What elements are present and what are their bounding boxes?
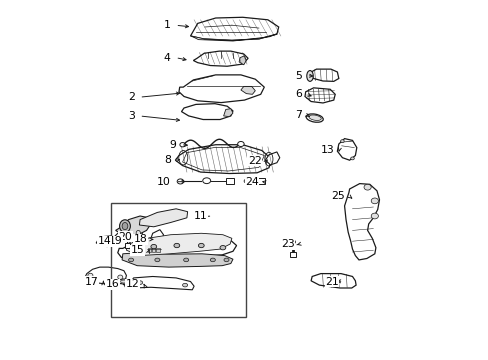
Bar xyxy=(125,243,130,248)
Polygon shape xyxy=(118,236,236,260)
Ellipse shape xyxy=(174,243,179,248)
Text: 16: 16 xyxy=(105,279,119,289)
Ellipse shape xyxy=(203,178,210,184)
Polygon shape xyxy=(191,34,276,41)
Text: 11: 11 xyxy=(194,211,207,221)
Polygon shape xyxy=(190,17,278,40)
Bar xyxy=(146,242,161,253)
Text: 14: 14 xyxy=(97,236,111,246)
Ellipse shape xyxy=(244,179,248,183)
Bar xyxy=(87,277,91,283)
Bar xyxy=(156,248,159,252)
Ellipse shape xyxy=(224,258,228,262)
Polygon shape xyxy=(122,253,232,267)
Text: 5: 5 xyxy=(295,71,302,81)
Polygon shape xyxy=(175,145,271,174)
Polygon shape xyxy=(115,216,151,236)
Polygon shape xyxy=(139,209,187,227)
Text: 18: 18 xyxy=(133,234,147,244)
Ellipse shape xyxy=(305,114,323,122)
Polygon shape xyxy=(344,184,379,260)
Ellipse shape xyxy=(350,157,354,160)
Ellipse shape xyxy=(136,230,140,236)
Polygon shape xyxy=(193,51,247,66)
Text: 25: 25 xyxy=(330,191,344,201)
Text: 6: 6 xyxy=(295,89,302,99)
Text: 7: 7 xyxy=(295,110,302,120)
Ellipse shape xyxy=(120,220,130,233)
Polygon shape xyxy=(110,233,123,246)
Polygon shape xyxy=(308,69,338,81)
Polygon shape xyxy=(126,233,231,256)
Polygon shape xyxy=(96,236,117,247)
Text: 9: 9 xyxy=(169,140,176,150)
Text: 15: 15 xyxy=(130,245,144,255)
Ellipse shape xyxy=(121,280,127,283)
Ellipse shape xyxy=(370,198,378,204)
Ellipse shape xyxy=(370,213,378,219)
Ellipse shape xyxy=(118,275,122,279)
Ellipse shape xyxy=(237,141,244,147)
Text: 24: 24 xyxy=(244,177,258,187)
Ellipse shape xyxy=(151,244,156,249)
Ellipse shape xyxy=(124,233,130,241)
Text: 19: 19 xyxy=(109,236,122,246)
Polygon shape xyxy=(241,86,255,94)
Ellipse shape xyxy=(137,281,142,284)
Ellipse shape xyxy=(306,71,313,81)
Text: 12: 12 xyxy=(125,279,139,289)
Bar xyxy=(254,178,264,184)
Bar xyxy=(111,203,246,317)
Polygon shape xyxy=(239,56,246,65)
Polygon shape xyxy=(179,75,264,103)
Polygon shape xyxy=(85,267,126,284)
Text: 4: 4 xyxy=(163,53,170,63)
Ellipse shape xyxy=(122,222,127,230)
Ellipse shape xyxy=(198,243,204,248)
Polygon shape xyxy=(305,88,335,103)
Text: 23: 23 xyxy=(281,239,294,249)
Ellipse shape xyxy=(180,143,185,147)
Bar xyxy=(152,248,155,252)
Text: 1: 1 xyxy=(163,20,170,30)
Ellipse shape xyxy=(182,283,187,287)
Ellipse shape xyxy=(363,184,370,190)
Text: 10: 10 xyxy=(157,177,170,187)
Text: 21: 21 xyxy=(325,276,338,287)
Text: 3: 3 xyxy=(127,111,134,121)
Text: 20: 20 xyxy=(118,232,132,242)
Ellipse shape xyxy=(183,258,188,262)
Ellipse shape xyxy=(340,140,344,143)
Text: 22: 22 xyxy=(247,156,261,166)
Ellipse shape xyxy=(88,273,93,278)
Ellipse shape xyxy=(134,229,142,238)
Polygon shape xyxy=(265,152,279,165)
Ellipse shape xyxy=(128,258,133,262)
Ellipse shape xyxy=(155,258,160,262)
Polygon shape xyxy=(337,139,356,160)
Text: 2: 2 xyxy=(127,92,134,102)
Ellipse shape xyxy=(220,246,225,250)
Polygon shape xyxy=(310,274,355,288)
Ellipse shape xyxy=(308,115,321,121)
Ellipse shape xyxy=(130,246,136,251)
Ellipse shape xyxy=(177,179,183,184)
Text: 8: 8 xyxy=(163,155,170,165)
Ellipse shape xyxy=(119,279,129,284)
Bar xyxy=(289,252,296,257)
Text: 13: 13 xyxy=(320,145,334,156)
Bar xyxy=(147,248,151,252)
Ellipse shape xyxy=(210,258,215,262)
Ellipse shape xyxy=(290,240,295,244)
Polygon shape xyxy=(181,104,232,120)
Bar xyxy=(225,178,233,184)
Polygon shape xyxy=(150,230,163,244)
Text: 17: 17 xyxy=(85,276,99,287)
Polygon shape xyxy=(129,276,194,290)
Polygon shape xyxy=(223,109,232,117)
